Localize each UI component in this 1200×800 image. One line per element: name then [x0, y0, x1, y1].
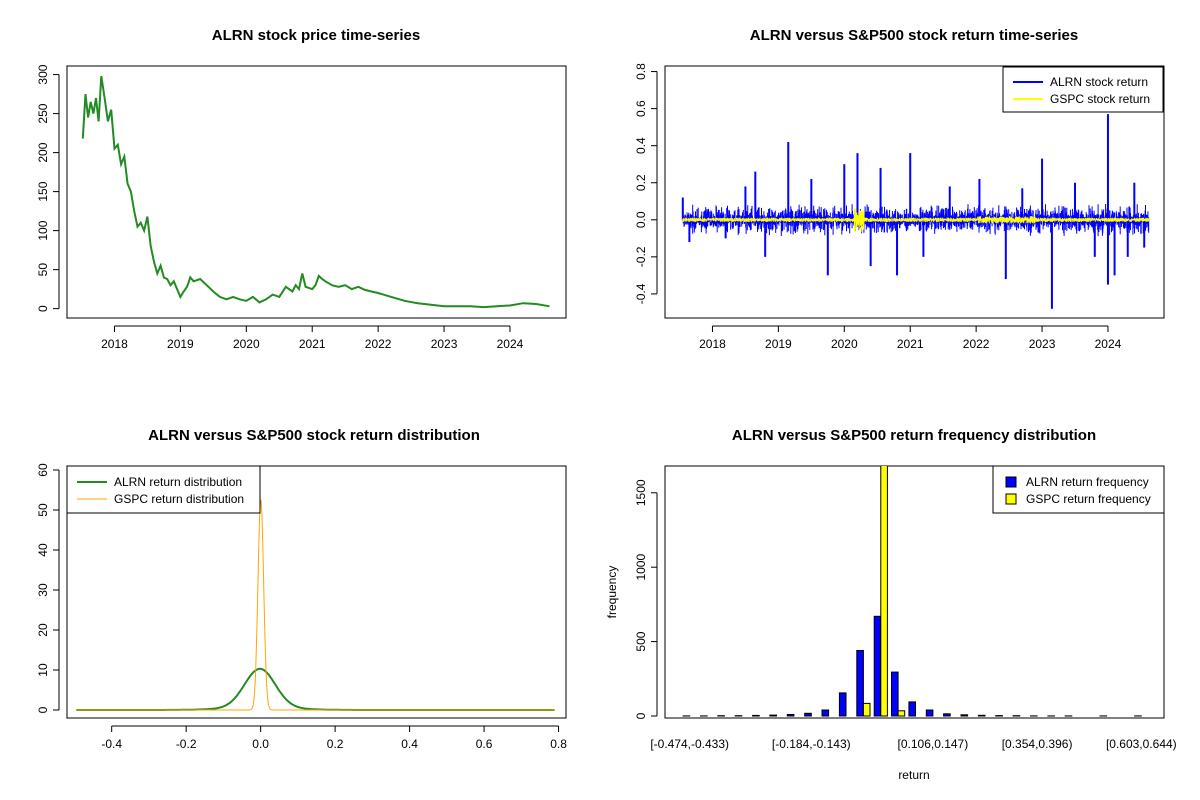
- frequency-legend-swatch: [1005, 493, 1017, 505]
- returns-y-tick-label: -0.2: [634, 246, 648, 267]
- alrn-frequency-bar: [838, 692, 847, 717]
- density-y-tick-label: 20: [36, 623, 50, 637]
- density-y-tick-label: 50: [36, 503, 50, 517]
- density-y-tick-label: 0: [36, 706, 50, 713]
- price-x-tick-label: 2023: [431, 337, 458, 351]
- frequency-legend: [992, 465, 1165, 514]
- density-x-tick-label: 0.6: [476, 737, 493, 751]
- price-y-tick-label: 250: [36, 103, 50, 123]
- alrn-frequency-bar: [977, 714, 986, 717]
- density-x-tick-label: 0.2: [327, 737, 344, 751]
- density-x-tick-label: -0.4: [101, 737, 122, 751]
- returns-chart-title: ALRN versus S&P500 stock return time-ser…: [750, 27, 1078, 44]
- density-chart: ALRN versus S&P500 stock return distribu…: [36, 427, 567, 751]
- alrn-frequency-bar: [821, 709, 830, 717]
- frequency-y-axis-label: frequency: [605, 566, 619, 619]
- density-series-line: [76, 499, 555, 711]
- gspc-return-series: [682, 208, 1150, 233]
- gspc-frequency-bar: [880, 466, 888, 717]
- returns-y-tick-label: 0.6: [634, 100, 648, 117]
- returns-legend-label: ALRN stock return: [1050, 75, 1148, 89]
- price-y-tick-label: 100: [36, 220, 50, 240]
- density-x-tick-label: -0.2: [176, 737, 197, 751]
- alrn-frequency-bar: [752, 714, 760, 717]
- frequency-x-tick-label: [-0.474,-0.433): [650, 737, 729, 751]
- alrn-frequency-bar: [908, 701, 917, 717]
- returns-x-tick-label: 2018: [699, 337, 726, 351]
- returns-y-tick-label: 0.8: [634, 63, 648, 80]
- price-x-tick-label: 2024: [497, 337, 524, 351]
- alrn-frequency-bar: [925, 709, 934, 717]
- density-x-tick-label: 0.0: [252, 737, 269, 751]
- density-x-tick-label: 0.4: [401, 737, 418, 751]
- price-y-tick-label: 0: [36, 305, 50, 312]
- density-legend-label: ALRN return distribution: [114, 475, 242, 489]
- frequency-x-axis-label: return: [898, 768, 929, 782]
- returns-y-tick-label: 0.2: [634, 174, 648, 191]
- frequency-y-tick-label: 1500: [634, 479, 648, 506]
- alrn-frequency-bar: [856, 650, 864, 717]
- alrn-frequency-bar: [960, 714, 969, 717]
- returns-x-tick-label: 2023: [1029, 337, 1056, 351]
- frequency-x-tick-label: [-0.184,-0.143): [772, 737, 851, 751]
- returns-plot-frame: [664, 65, 1165, 319]
- frequency-chart: ALRN versus S&P500 return frequency dist…: [605, 427, 1177, 782]
- price-y-tick-label: 150: [36, 181, 50, 201]
- price-series-line: [81, 75, 550, 309]
- density-series-line: [76, 667, 555, 711]
- gspc-frequency-bar: [862, 702, 871, 717]
- density-y-tick-label: 30: [36, 583, 50, 597]
- frequency-chart-title: ALRN versus S&P500 return frequency dist…: [732, 427, 1096, 444]
- frequency-y-tick-label: 0: [634, 712, 648, 719]
- price-x-tick-label: 2021: [299, 337, 326, 351]
- alrn-frequency-bar: [786, 714, 795, 717]
- price-plot-frame: [66, 65, 567, 319]
- gspc-frequency-bar: [897, 710, 906, 717]
- alrn-frequency-bar: [891, 671, 899, 717]
- frequency-x-tick-label: [0.354,0.396): [1002, 737, 1073, 751]
- alrn-frequency-bar: [943, 713, 951, 717]
- price-x-tick-label: 2019: [167, 337, 194, 351]
- price-chart: ALRN stock price time-series 2018 2019 202…: [36, 27, 567, 351]
- returns-x-tick-label: 2024: [1095, 337, 1122, 351]
- density-chart-title: ALRN versus S&P500 stock return distribu…: [148, 427, 480, 444]
- returns-x-tick-label: 2020: [831, 337, 858, 351]
- returns-y-tick-label: 0.4: [634, 137, 648, 154]
- returns-legend: [1002, 66, 1164, 113]
- density-y-tick-label: 10: [36, 663, 50, 677]
- price-x-tick-label: 2018: [101, 337, 128, 351]
- returns-chart: ALRN versus S&P500 stock return time-ser…: [634, 27, 1165, 351]
- frequency-y-tick-label: 500: [634, 631, 648, 651]
- frequency-legend-label: GSPC return frequency: [1026, 492, 1151, 506]
- density-plot-frame: [66, 465, 567, 719]
- price-x-tick-label: 2020: [233, 337, 260, 351]
- price-y-tick-label: 200: [36, 142, 50, 162]
- frequency-y-tick-label: 1000: [634, 554, 648, 581]
- alrn-frequency-bar: [873, 615, 882, 717]
- price-x-tick-label: 2022: [365, 337, 392, 351]
- returns-legend-label: GSPC stock return: [1050, 92, 1150, 106]
- price-y-tick-label: 300: [36, 64, 50, 84]
- returns-y-tick-label: 0.0: [634, 211, 648, 228]
- frequency-x-tick-label: [0.603,0.644): [1106, 737, 1177, 751]
- density-x-tick-label: 0.8: [550, 737, 567, 751]
- density-y-tick-label: 40: [36, 543, 50, 557]
- returns-y-tick-label: -0.4: [634, 283, 648, 304]
- density-y-tick-label: 60: [36, 463, 50, 477]
- price-y-tick-label: 50: [36, 263, 50, 277]
- frequency-legend-label: ALRN return frequency: [1026, 475, 1149, 489]
- returns-x-tick-label: 2019: [765, 337, 792, 351]
- price-chart-title: ALRN stock price time-series: [212, 27, 420, 44]
- returns-x-tick-label: 2021: [897, 337, 924, 351]
- alrn-frequency-bar: [804, 712, 812, 717]
- frequency-plot-frame: [664, 465, 1165, 719]
- frequency-legend-swatch: [1005, 476, 1017, 488]
- density-legend-label: GSPC return distribution: [114, 492, 244, 506]
- frequency-x-tick-label: [0.106,0.147): [898, 737, 969, 751]
- frequency-bars: [682, 466, 1142, 717]
- alrn-frequency-bar: [769, 714, 778, 717]
- returns-x-tick-label: 2022: [963, 337, 990, 351]
- density-legend: [66, 465, 261, 514]
